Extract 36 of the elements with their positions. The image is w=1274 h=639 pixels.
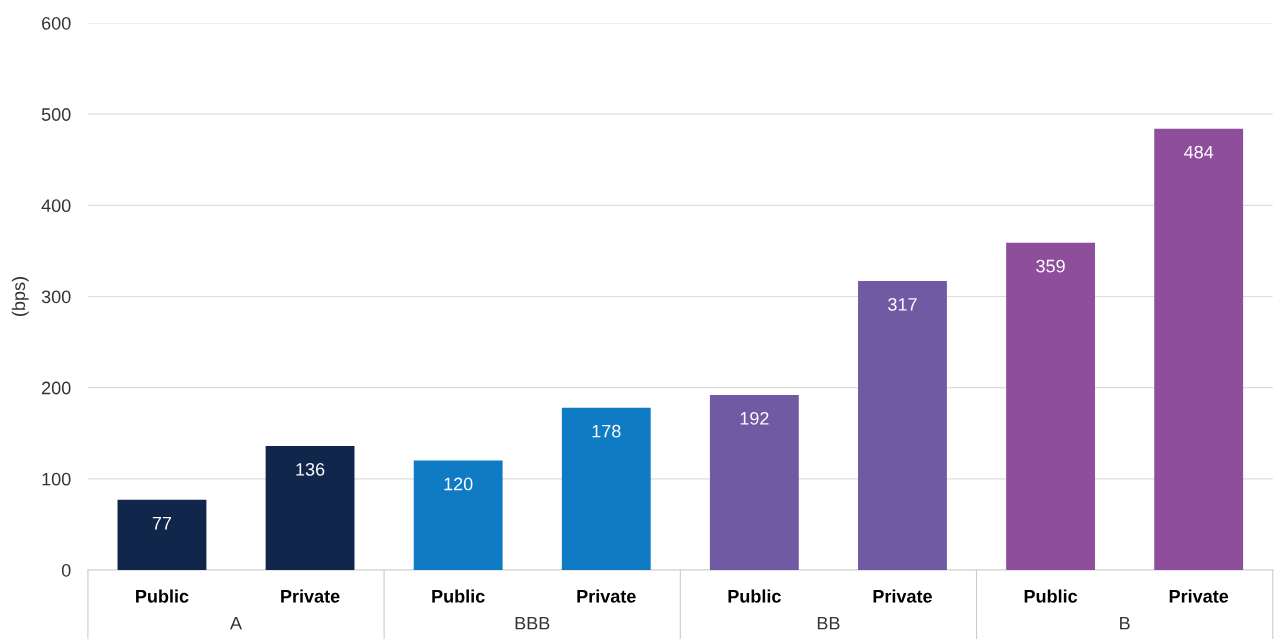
- x-tick-label: Private: [577, 589, 636, 603]
- data-label: 359: [1036, 259, 1065, 273]
- x-tick-label: Public: [728, 589, 781, 603]
- y-tick-label: 200: [42, 381, 71, 395]
- y-tick-label: 600: [42, 16, 71, 30]
- bar: [858, 281, 947, 570]
- y-tick-label: 0: [61, 563, 71, 577]
- y-tick-label: 100: [42, 472, 71, 486]
- y-tick-label: 500: [41, 108, 71, 121]
- data-label: 484: [1184, 145, 1214, 159]
- bar: [413, 460, 503, 570]
- data-label: 178: [592, 424, 621, 438]
- x-tick-label: Private: [1169, 589, 1229, 603]
- x-tick-label: Public: [432, 589, 485, 603]
- text: B: [1120, 616, 1130, 630]
- text: BB: [817, 616, 840, 630]
- bar: [1154, 128, 1244, 570]
- data-label: 317: [888, 297, 917, 311]
- text: BBB: [515, 616, 550, 630]
- data-label: 120: [444, 477, 473, 491]
- x-tick-label: Public: [136, 589, 189, 603]
- data-label: 77: [152, 516, 172, 530]
- bar: [1006, 242, 1095, 570]
- x-tick-label: Public: [1024, 589, 1078, 603]
- bar: [117, 499, 207, 570]
- bar: [265, 446, 355, 570]
- y-axis-title: (bps): [11, 277, 29, 316]
- y-tick-label: 400: [41, 199, 71, 213]
- text: A: [230, 616, 242, 630]
- data-label: 136: [296, 462, 325, 476]
- x-tick-label: Private: [873, 589, 932, 603]
- x-tick-label: Private: [281, 589, 340, 603]
- y-tick-label: 300: [41, 290, 71, 304]
- bar: [709, 394, 799, 570]
- bar: [561, 407, 651, 570]
- data-label: 192: [740, 411, 769, 425]
